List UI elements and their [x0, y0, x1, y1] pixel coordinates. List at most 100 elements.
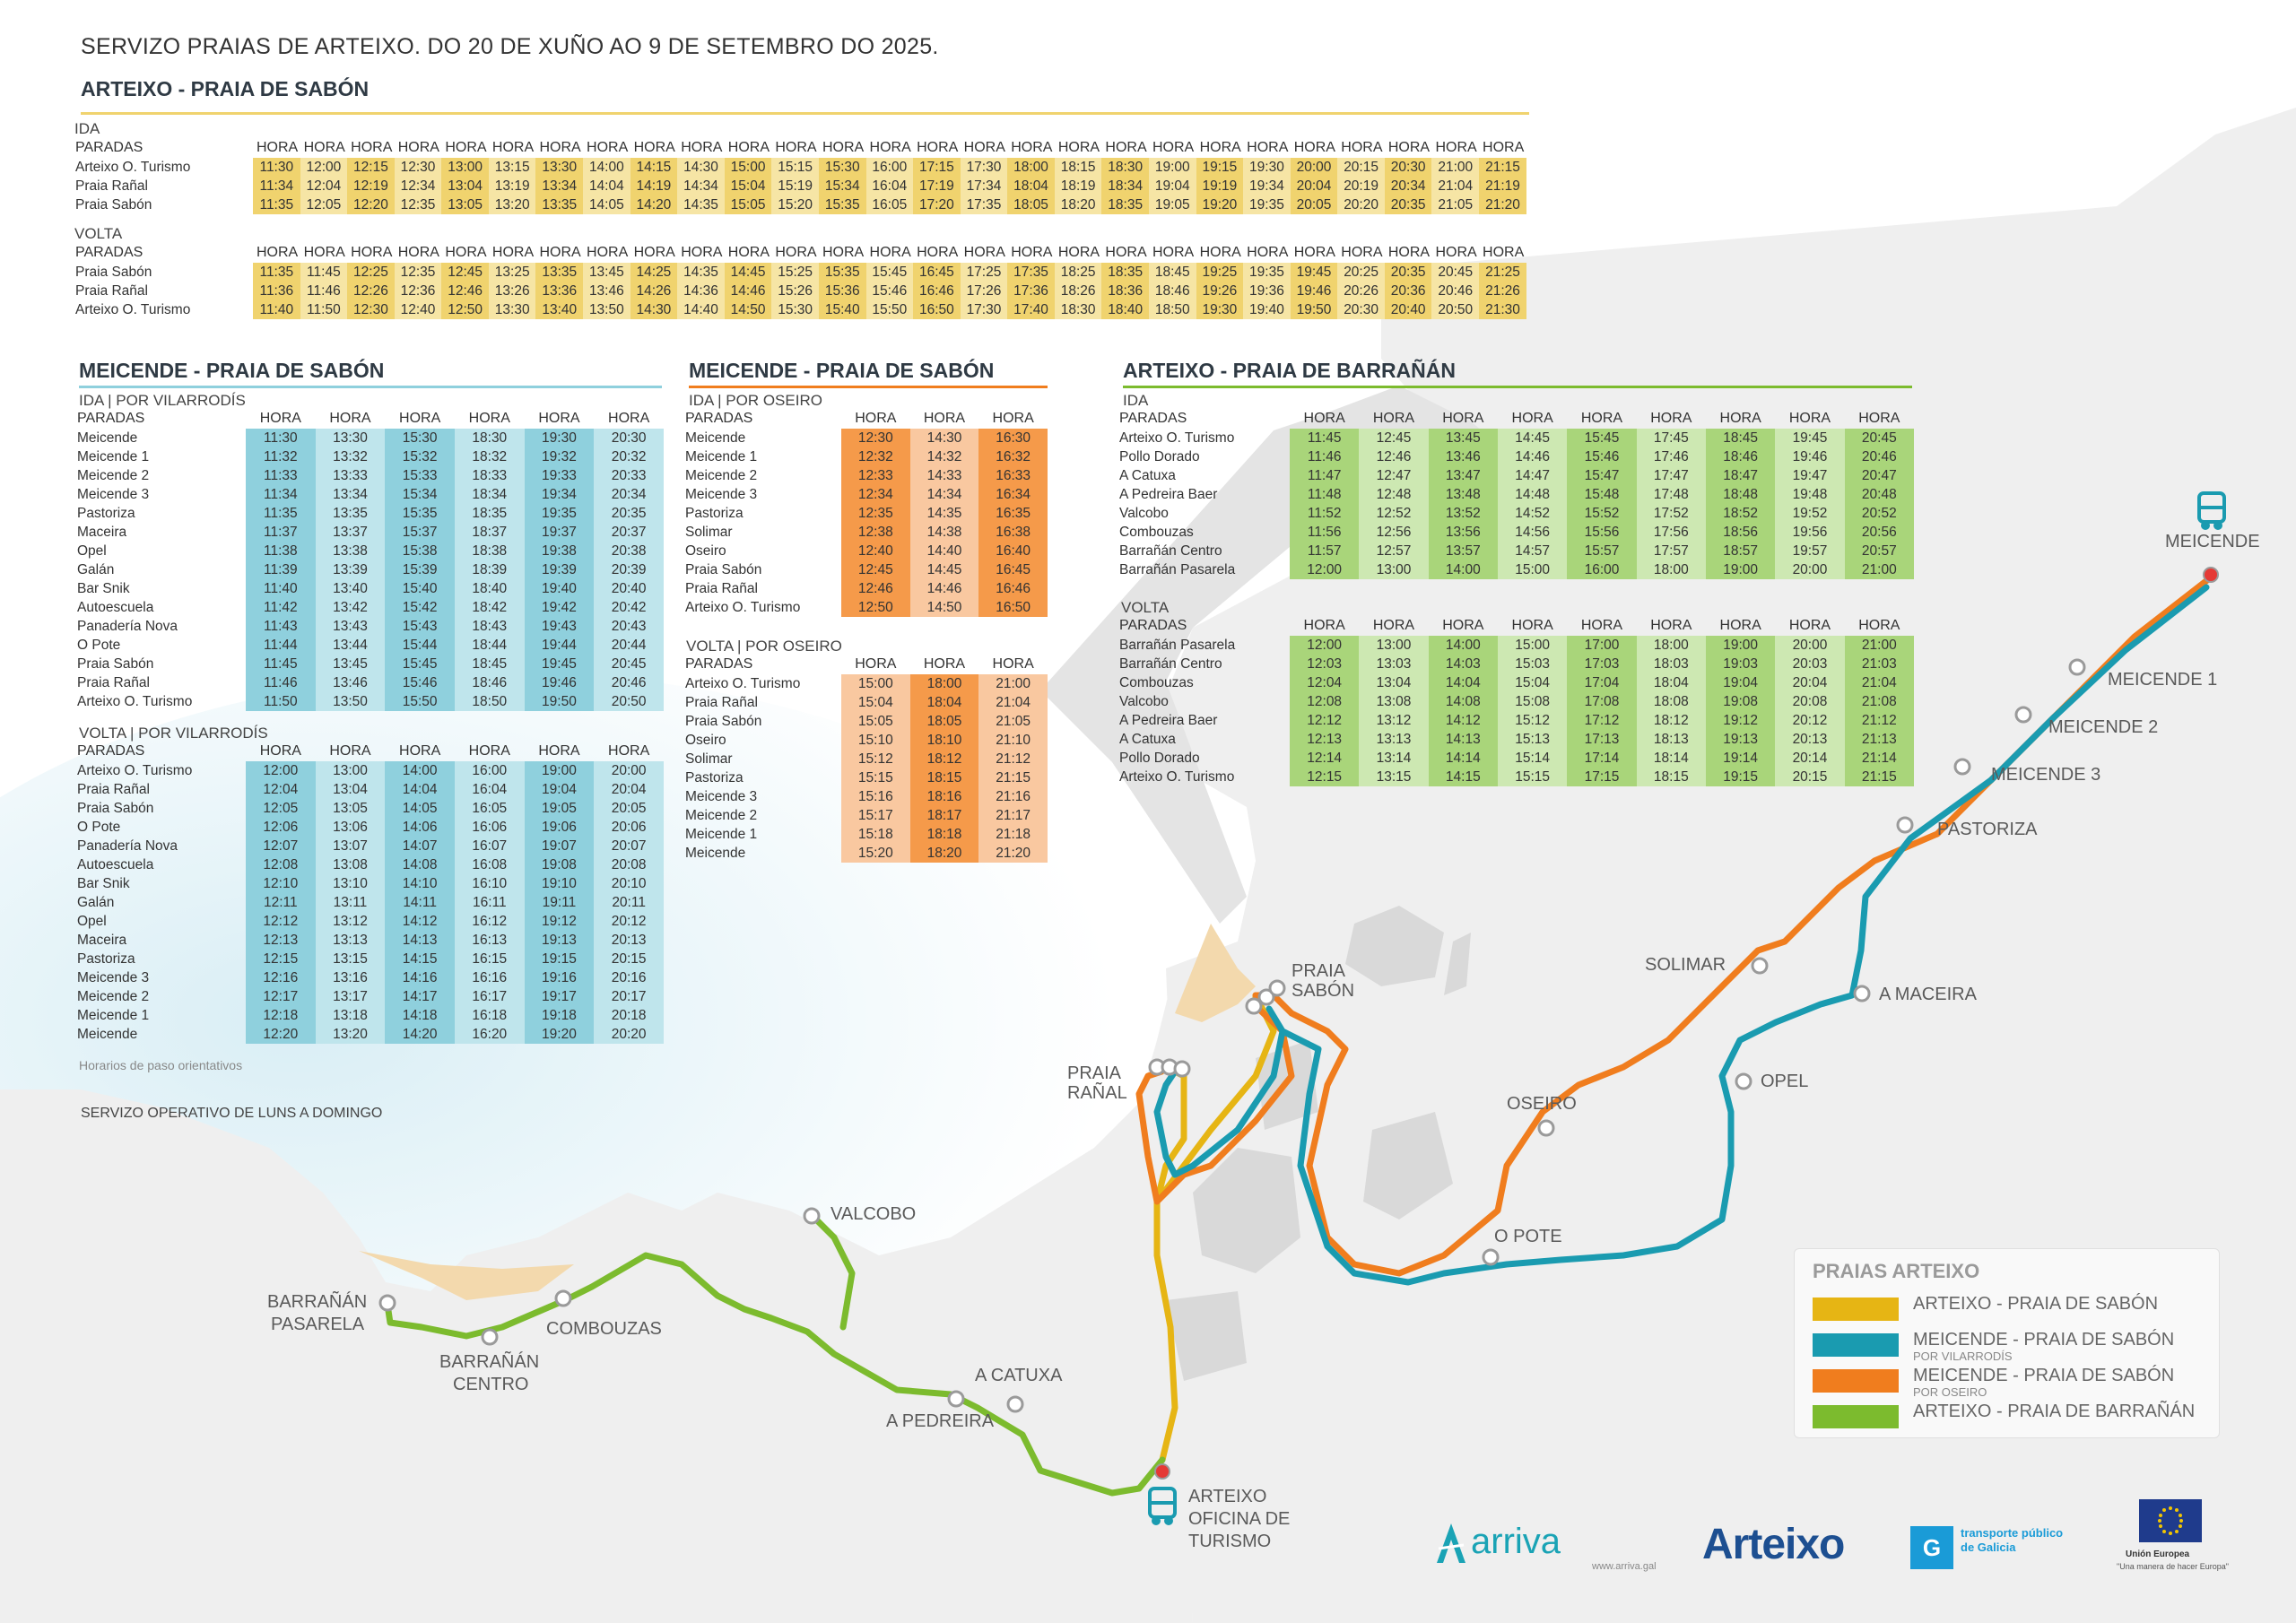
- departure-time: 11:35: [246, 504, 316, 523]
- timetable-sabon-ida: PARADAS HORA HORA HORA HORA HORA HORA HORA HORA H…: [74, 137, 1526, 214]
- section-title-sabon: ARTEIXO - PRAIA DE SABÓN: [81, 77, 370, 100]
- departure-time: 20:33: [594, 466, 664, 485]
- departure-time: 18:00: [1636, 636, 1706, 655]
- departure-time: 21:04: [978, 693, 1048, 712]
- departure-time: 18:43: [454, 617, 525, 636]
- departure-time: 14:04: [1428, 673, 1498, 692]
- sabon-ida-label: IDA: [74, 120, 100, 137]
- departure-time: 20:50: [594, 692, 664, 711]
- column-header-hora: HORA: [1650, 411, 1692, 426]
- departure-time: 20:46: [1431, 282, 1480, 300]
- departure-time: 19:30: [524, 429, 595, 447]
- departure-time: 13:32: [315, 447, 386, 466]
- column-header-hora: HORA: [869, 245, 911, 260]
- departure-time: 14:48: [1497, 485, 1568, 504]
- departure-time: 18:05: [909, 712, 979, 731]
- departure-time: 14:32: [909, 447, 979, 466]
- departure-time: 14:46: [909, 579, 979, 598]
- departure-time: 15:38: [385, 542, 455, 560]
- departure-time: 14:30: [677, 158, 725, 177]
- table-row: Pastoriza 12:35 14:35 16:35: [683, 504, 1048, 523]
- stop-name: A Pedreira Baer: [1119, 487, 1218, 502]
- departure-time: 17:34: [960, 177, 1008, 195]
- departure-time: 12:13: [1290, 730, 1360, 749]
- departure-time: 19:07: [524, 837, 595, 855]
- table-row: O Pote 12:06 13:06 14:06 16:06 19:06 20:06: [75, 818, 664, 837]
- departure-time: 20:13: [1775, 730, 1845, 749]
- departure-time: 13:17: [315, 987, 386, 1006]
- departure-time: 18:03: [1636, 655, 1706, 673]
- departure-time: 19:39: [524, 560, 595, 579]
- departure-time: 17:47: [1636, 466, 1706, 485]
- departure-time: 21:12: [1844, 711, 1914, 730]
- column-header-hora: HORA: [1011, 140, 1053, 155]
- stop-name: Solimar: [685, 751, 733, 767]
- departure-time: 13:04: [441, 177, 489, 195]
- departure-time: 14:00: [583, 158, 631, 177]
- departure-time: 14:33: [909, 466, 979, 485]
- departure-time: 17:46: [1636, 447, 1706, 466]
- departure-time: 19:46: [1290, 282, 1338, 300]
- departure-time: 13:44: [315, 636, 386, 655]
- map-stop-maceira: A MACEIRA: [1879, 985, 1977, 1004]
- departure-time: 20:07: [594, 837, 664, 855]
- departure-time: 21:26: [1479, 282, 1526, 300]
- column-header-hora: HORA: [1372, 411, 1415, 426]
- departure-time: 19:50: [1290, 300, 1338, 319]
- departure-time: 13:13: [1359, 730, 1429, 749]
- map-stop-combouzas: COMBOUZAS: [546, 1319, 662, 1339]
- timetable-vilarrodis-volta: PARADAS HORA HORA HORA HORA HORA HORA Arteixo O…: [75, 741, 664, 1044]
- departure-time: 13:48: [1428, 485, 1498, 504]
- departure-time: 20:35: [1384, 195, 1432, 214]
- departure-time: 19:05: [1148, 195, 1196, 214]
- departure-time: 14:15: [385, 950, 455, 968]
- table-row: Meicende 12:30 14:30 16:30: [683, 429, 1048, 447]
- departure-time: 19:32: [524, 447, 595, 466]
- map-stop-pastoriza: PASTORIZA: [1937, 820, 2038, 839]
- column-header-paradas: PARADAS: [1119, 411, 1187, 426]
- legend-item-vilarrodis: MEICENDE - PRAIA DE SABÓN POR VILARRODÍS: [1813, 1328, 2207, 1364]
- departure-time: 17:12: [1567, 711, 1637, 730]
- stop-name: Meicende 1: [77, 1008, 150, 1023]
- departure-time: 15:35: [818, 195, 866, 214]
- departure-time: 19:45: [524, 655, 595, 673]
- arriva-mark-icon: [1437, 1523, 1465, 1563]
- column-header-paradas: PARADAS: [77, 743, 145, 759]
- departure-time: 14:35: [909, 504, 979, 523]
- column-header-hora: HORA: [397, 140, 439, 155]
- departure-time: 16:40: [978, 542, 1048, 560]
- map-stop-praia-ranal-2: RAÑAL: [1067, 1083, 1127, 1103]
- departure-time: 12:30: [394, 158, 442, 177]
- column-header-hora: HORA: [1435, 245, 1477, 260]
- departure-time: 15:10: [841, 731, 910, 750]
- departure-time: 19:46: [524, 673, 595, 692]
- departure-time: 12:38: [841, 523, 910, 542]
- departure-time: 14:34: [677, 177, 725, 195]
- map-stop-meicende: MEICENDE: [2165, 532, 2260, 551]
- departure-time: 18:46: [454, 673, 525, 692]
- departure-time: 15:47: [1567, 466, 1637, 485]
- departure-time: 12:05: [246, 799, 316, 818]
- departure-time: 21:00: [1844, 560, 1914, 579]
- table-row: Galán 12:11 13:11 14:11 16:11 19:11 20:11: [75, 893, 664, 912]
- departure-time: 15:50: [865, 300, 914, 319]
- table-row: A Catuxa 11:47 12:47 13:47 14:47 15:47 17:47 18…: [1118, 466, 1914, 485]
- table-row: Solimar 15:12 18:12 21:12: [683, 750, 1048, 768]
- departure-time: 17:30: [960, 300, 1008, 319]
- departure-time: 20:12: [1775, 711, 1845, 730]
- stop-name: Arteixo O. Turismo: [685, 600, 801, 615]
- departure-time: 20:32: [594, 447, 664, 466]
- column-header-hora: HORA: [992, 411, 1034, 426]
- departure-time: 12:40: [841, 542, 910, 560]
- departure-time: 14:13: [385, 931, 455, 950]
- stop-name: Meicende 3: [77, 970, 150, 985]
- tpg-line-2: de Galicia: [1961, 1541, 2016, 1554]
- vilarrodis-volta-label: VOLTA | POR VILARRODÍS: [79, 725, 268, 742]
- stop-name: O Pote: [77, 638, 121, 653]
- column-header-hora: HORA: [1511, 411, 1553, 426]
- departure-time: 13:30: [535, 158, 584, 177]
- departure-time: 20:52: [1844, 504, 1914, 523]
- oseiro-volta-label: VOLTA | POR OSEIRO: [686, 638, 842, 655]
- departure-time: 20:45: [1431, 263, 1480, 282]
- departure-time: 14:06: [385, 818, 455, 837]
